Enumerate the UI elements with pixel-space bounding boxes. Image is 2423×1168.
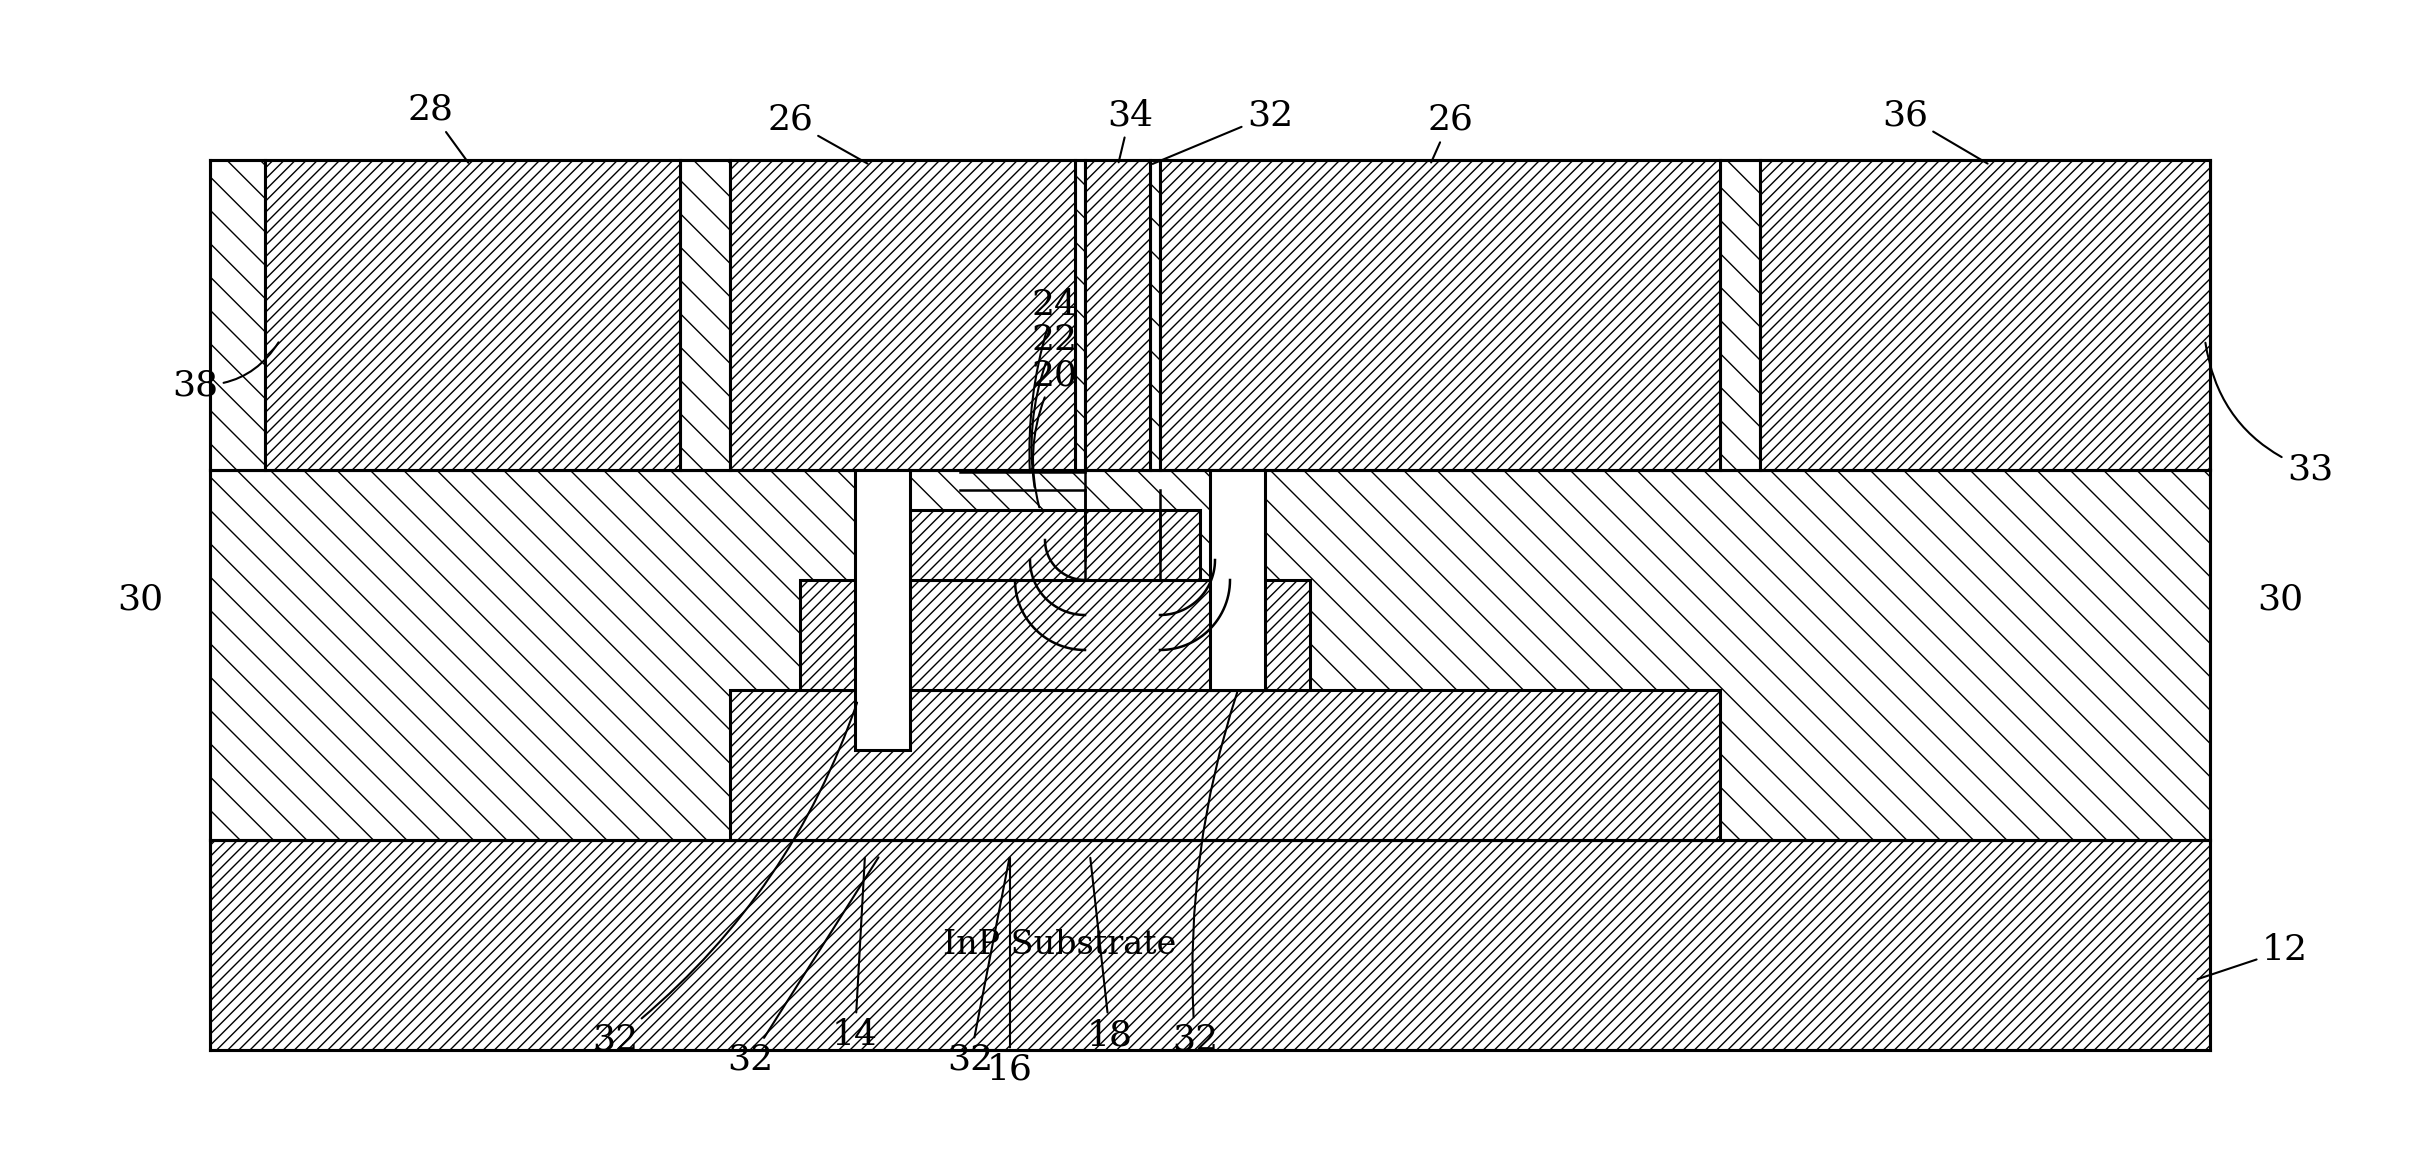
Text: 28: 28 — [407, 93, 468, 162]
Bar — [1209, 470, 1265, 690]
Text: 32: 32 — [947, 857, 1010, 1077]
Text: InP Substrate: InP Substrate — [943, 929, 1178, 961]
Text: 30: 30 — [2256, 583, 2304, 617]
Bar — [855, 470, 911, 750]
Text: 36: 36 — [1883, 98, 1987, 164]
Text: 26: 26 — [1427, 103, 1473, 162]
Text: 34: 34 — [1107, 98, 1153, 162]
Bar — [211, 160, 264, 470]
Bar — [800, 580, 1311, 690]
Text: 16: 16 — [986, 857, 1032, 1087]
Text: 18: 18 — [1088, 857, 1134, 1052]
Text: 12: 12 — [2198, 933, 2309, 979]
Bar — [1720, 160, 1759, 470]
Bar — [729, 690, 1720, 840]
Bar — [1076, 160, 1086, 470]
Bar — [681, 160, 729, 470]
Bar — [1759, 160, 2210, 470]
Text: 32: 32 — [1173, 693, 1238, 1057]
Text: 24: 24 — [1030, 288, 1078, 472]
Bar — [264, 160, 681, 470]
Text: 22: 22 — [1032, 324, 1078, 487]
Bar — [729, 160, 1076, 470]
Text: 32: 32 — [1153, 98, 1294, 164]
Bar — [211, 840, 2210, 1050]
Text: 32: 32 — [591, 703, 858, 1057]
Bar — [1086, 160, 1151, 470]
Bar — [880, 510, 1199, 580]
Text: 14: 14 — [831, 857, 877, 1052]
Text: 38: 38 — [172, 342, 279, 402]
Text: 33: 33 — [2205, 342, 2333, 487]
Text: 20: 20 — [1032, 359, 1078, 507]
Text: 32: 32 — [727, 857, 880, 1077]
Bar — [1161, 160, 1720, 470]
Bar — [1151, 160, 1161, 470]
Text: 30: 30 — [116, 583, 162, 617]
Text: 26: 26 — [768, 103, 867, 164]
Bar — [211, 470, 2210, 840]
